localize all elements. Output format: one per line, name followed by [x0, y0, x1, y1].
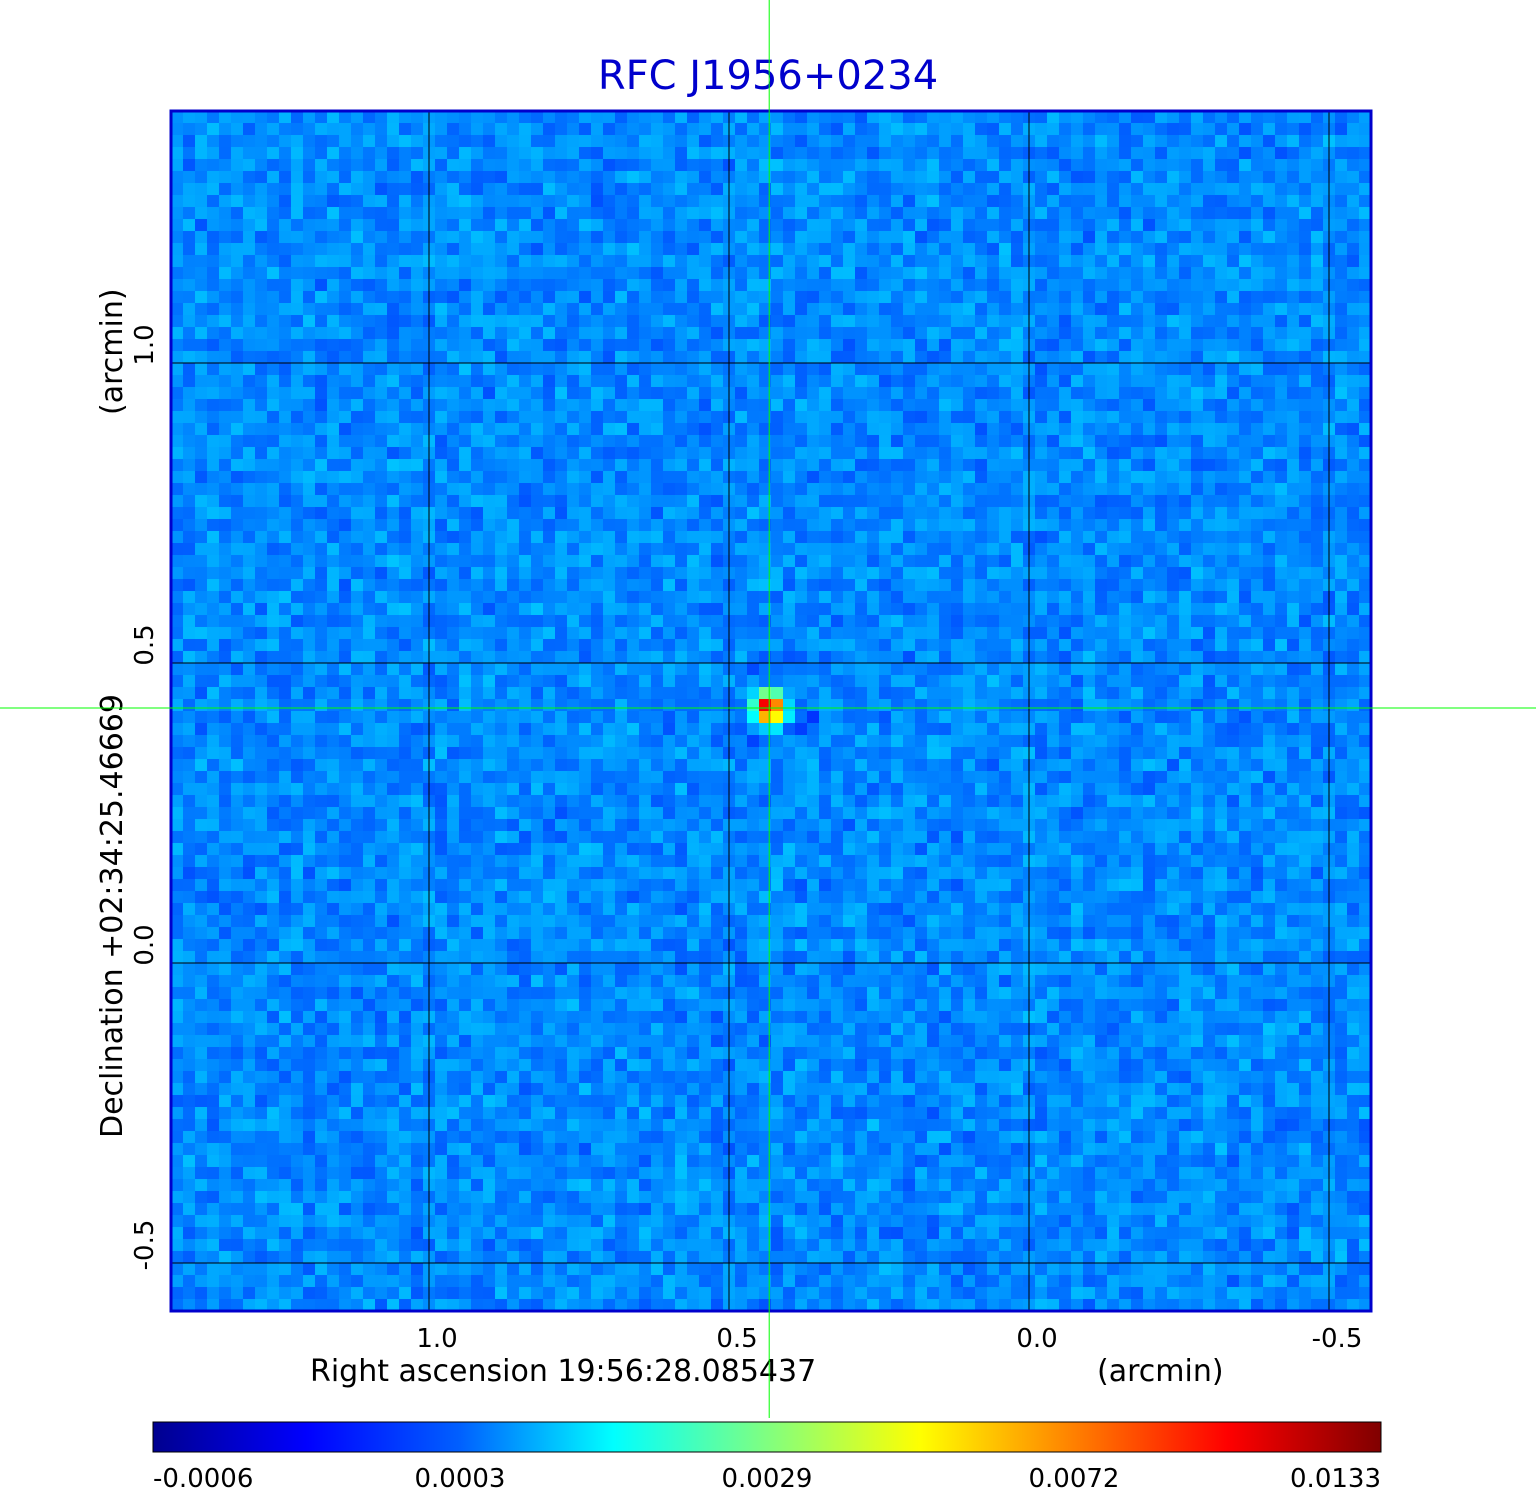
x-axis-unit: (arcmin) [1097, 1354, 1224, 1389]
colorbar-tick-label: 0.0029 [722, 1464, 813, 1494]
x-tick-labels: 1.0 0.5 0.0 -0.5 [416, 1324, 1362, 1354]
colorbar-tick-label: 0.0003 [415, 1464, 506, 1494]
plot-title: RFC J1956+0234 [597, 53, 939, 99]
coordinate-grid [171, 111, 1371, 1311]
x-tick-label: -0.5 [1312, 1324, 1363, 1354]
x-tick-label: 0.5 [716, 1324, 757, 1354]
heatmap-image [171, 111, 1371, 1311]
colorbar [152, 1421, 1382, 1453]
plot-frame [169, 109, 1373, 1313]
y-axis-unit: (arcmin) [95, 288, 130, 415]
y-tick-label: 0.5 [130, 624, 160, 665]
colorbar-tick-label: -0.0006 [153, 1464, 253, 1494]
y-tick-label: -0.5 [130, 1220, 160, 1271]
x-axis-label: Right ascension 19:56:28.085437 [310, 1354, 816, 1389]
y-axis-label: Declination +02:34:25.46669 [95, 694, 130, 1138]
x-tick-label: 1.0 [416, 1324, 457, 1354]
y-tick-label: 0.0 [130, 924, 160, 965]
colorbar-tick-labels: -0.0006 0.0003 0.0029 0.0072 0.0133 [153, 1464, 1381, 1494]
colorbar-tick-label: 0.0072 [1029, 1464, 1120, 1494]
colorbar-tick-label: 0.0133 [1290, 1464, 1381, 1494]
y-tick-labels: -0.5 0.0 0.5 1.0 [130, 324, 160, 1270]
crosshair [0, 0, 1536, 1418]
y-tick-label: 1.0 [130, 324, 160, 365]
x-tick-label: 0.0 [1016, 1324, 1057, 1354]
